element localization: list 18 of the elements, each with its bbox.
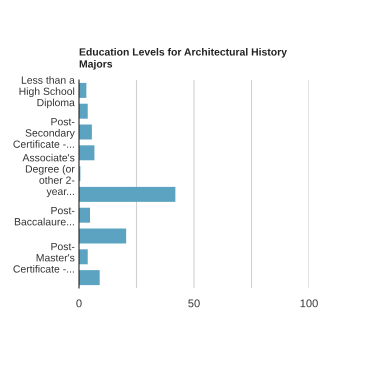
x-tick-label: 0 bbox=[76, 299, 82, 308]
bar bbox=[79, 228, 126, 244]
y-tick-label: Post-Baccalaure... bbox=[14, 206, 74, 226]
y-tick-label: Post-Master's Certificate -... bbox=[13, 242, 74, 273]
bar bbox=[79, 249, 88, 264]
bar bbox=[79, 186, 176, 202]
bar bbox=[79, 82, 86, 98]
bar bbox=[79, 145, 94, 160]
x-tick-label: 100 bbox=[300, 299, 318, 308]
y-tick-label: Less than a High School Diploma bbox=[20, 76, 75, 108]
y-tick-label: Associate's Degree (or other 2-year... bbox=[22, 154, 75, 198]
bar bbox=[79, 124, 92, 140]
y-tick-label: Post-Secondary Certificate -... bbox=[13, 118, 75, 148]
bar bbox=[79, 208, 90, 223]
bar bbox=[79, 270, 100, 286]
bar bbox=[79, 104, 88, 119]
chart-title: Education Levels for Architectural History Majors bbox=[80, 48, 287, 70]
x-tick-label: 50 bbox=[188, 299, 200, 308]
